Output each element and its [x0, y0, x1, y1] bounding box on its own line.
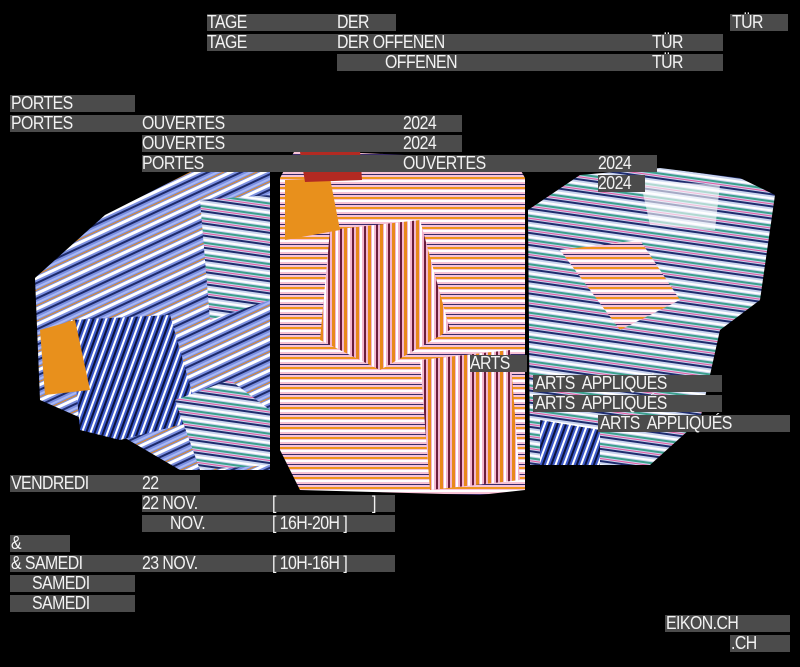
date-line-6: SAMEDI	[10, 573, 135, 593]
hours-friday: [ 16H-20H ]	[272, 513, 348, 533]
year: 2024	[403, 113, 437, 133]
website-line-1[interactable]: EIKON.CH	[665, 613, 790, 633]
tur-word: TÜR	[732, 12, 764, 32]
date-line-1: VENDREDI 22	[10, 473, 200, 493]
arts-line-4: ARTS APPLIQUÉS	[598, 413, 790, 433]
arts-appliques-words: ARTS APPLIQUÉS	[600, 413, 732, 433]
arts-line-1: ARTS	[470, 353, 527, 373]
bracket-close: ]	[372, 493, 376, 513]
der-offenen-words: DER OFFENEN	[337, 32, 445, 52]
portes-line-4: PORTES OUVERTES 2024	[142, 153, 657, 173]
tur-word: TÜR	[652, 52, 684, 72]
ouvertes-word: OUVERTES	[142, 113, 225, 133]
arts-line-3: ARTS APPLIQUÉS	[533, 393, 722, 413]
date-line-7: SAMEDI	[10, 593, 135, 613]
hours-saturday: [ 10H-16H ]	[272, 553, 348, 573]
date-line-2: 22 NOV. [ ]	[142, 493, 395, 513]
tage-word: TAGE	[207, 12, 247, 32]
year: 2024	[598, 153, 632, 173]
arts-appliques-words: ARTS APPLIQUÉS	[535, 373, 667, 393]
portes-line-2: PORTES OUVERTES 2024	[10, 113, 462, 133]
date-line-3: NOV. [ 16H-20H ]	[142, 513, 395, 533]
portes-word: PORTES	[11, 113, 73, 133]
date-line-4: &	[10, 533, 70, 553]
samedi-word: SAMEDI	[32, 593, 90, 613]
samedi-word: SAMEDI	[32, 573, 90, 593]
tur-bar: TÜR	[730, 12, 788, 32]
tage-word: TAGE	[207, 32, 247, 52]
offenen-word: OFFENEN	[385, 52, 458, 72]
date-text: 22 NOV.	[142, 493, 198, 513]
tur-word: TÜR	[652, 32, 684, 52]
arts-appliques-words: ARTS APPLIQUÉS	[535, 393, 667, 413]
date-text: 23 NOV.	[142, 553, 198, 573]
website-line-2: .CH	[730, 633, 790, 653]
ouvertes-word: OUVERTES	[142, 133, 225, 153]
portes-line-3: OUVERTES 2024	[142, 133, 462, 153]
year: 2024	[403, 133, 437, 153]
portes-word: PORTES	[142, 153, 204, 173]
art-panel-middle	[280, 150, 525, 495]
der-word: DER	[337, 12, 369, 32]
tage-line-1: TAGE DER	[207, 12, 396, 32]
samedi-word: & SAMEDI	[11, 553, 83, 573]
date-line-5: & SAMEDI 23 NOV. [ 10H-16H ]	[10, 553, 395, 573]
day-number: 22	[142, 473, 159, 493]
vendredi-word: VENDREDI	[11, 473, 89, 493]
arts-word: ARTS	[470, 353, 510, 373]
month-text: NOV.	[170, 513, 206, 533]
art-panel-left	[35, 172, 270, 470]
portes-line-5: 2024	[598, 173, 645, 193]
bracket-open: [	[272, 493, 276, 513]
arts-line-2: ARTS APPLIQUÉS	[533, 373, 722, 393]
ouvertes-word: OUVERTES	[403, 153, 486, 173]
tage-line-2: TAGE DER OFFENEN TÜR	[207, 32, 723, 52]
portes-line-1: PORTES	[10, 93, 135, 113]
tage-line-3: OFFENEN TÜR	[337, 52, 723, 72]
website-link[interactable]: EIKON.CH	[666, 613, 739, 633]
ampersand: &	[11, 533, 22, 553]
year: 2024	[598, 173, 632, 193]
domain-suffix: .CH	[731, 633, 757, 653]
portes-word: PORTES	[11, 93, 73, 113]
